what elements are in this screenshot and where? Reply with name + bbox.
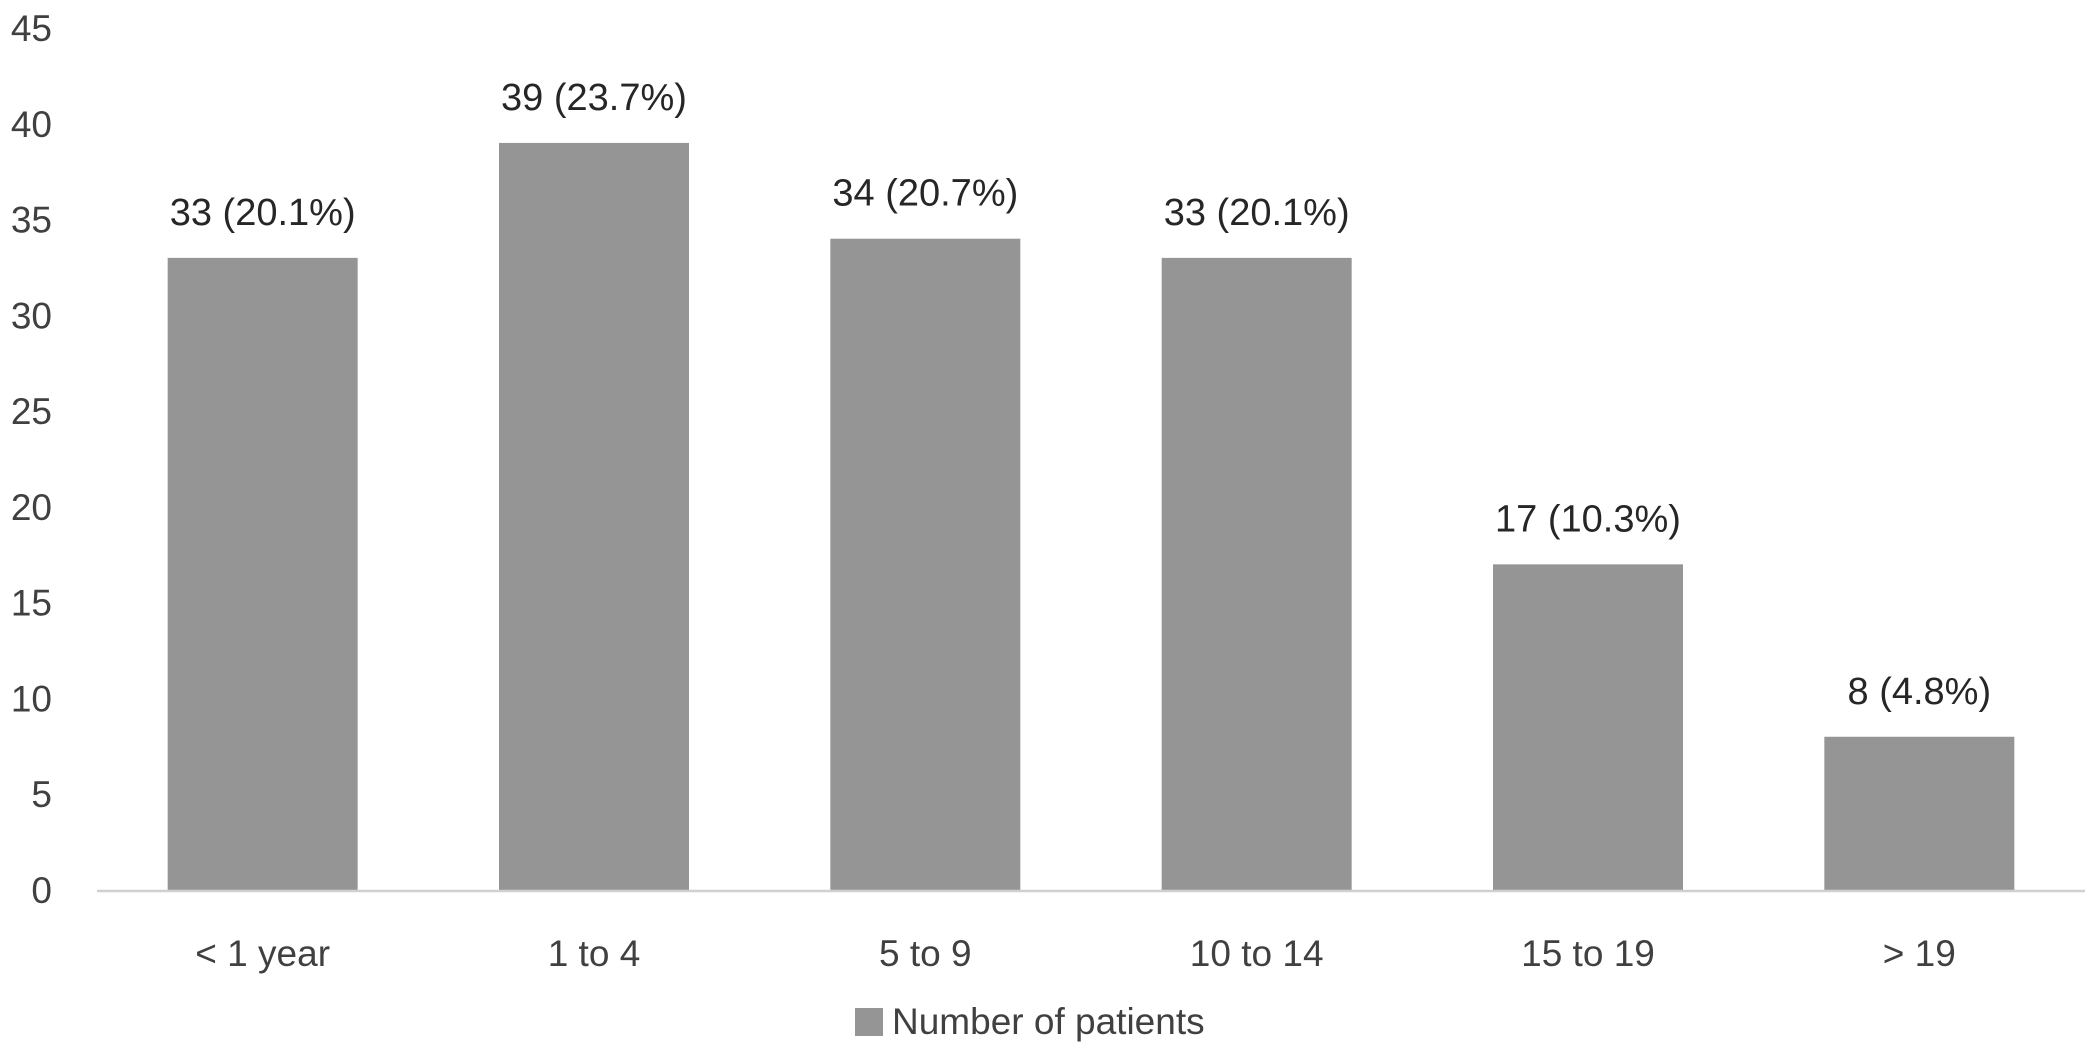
legend-swatch: [855, 1008, 883, 1036]
bar: [1161, 257, 1352, 890]
y-tick-label: 25: [11, 391, 52, 432]
y-tick-label: 15: [11, 583, 52, 624]
bars-group: [167, 142, 2015, 890]
data-label: 33 (20.1%): [1164, 192, 1350, 234]
y-tick-label: 10: [11, 678, 52, 719]
bar: [499, 142, 689, 890]
data-label: 8 (4.8%): [1848, 671, 1992, 713]
y-tick-label: 35: [11, 200, 52, 241]
x-tick-label: 15 to 19: [1521, 933, 1655, 974]
data-label: 33 (20.1%): [170, 192, 356, 234]
x-tick-label: 1 to 4: [548, 933, 641, 974]
data-label: 34 (20.7%): [832, 173, 1018, 215]
bar: [167, 257, 358, 890]
y-tick-label: 20: [11, 487, 52, 528]
x-tick-label: > 19: [1883, 933, 1956, 974]
data-label: 17 (10.3%): [1495, 498, 1681, 540]
x-axis-ticks: < 1 year 1 to 4 5 to 9 10 to 14 15 to 19 > 19: [195, 933, 1956, 974]
y-axis-ticks: 0 5 10 15 20 25 30 35 40 45: [11, 8, 52, 911]
x-tick-label: 5 to 9: [879, 933, 972, 974]
x-tick-label: 10 to 14: [1190, 933, 1324, 974]
y-tick-label: 40: [11, 104, 52, 145]
y-tick-label: 0: [31, 870, 52, 911]
legend-label: Number of patients: [892, 1001, 1205, 1042]
data-label: 39 (23.7%): [501, 77, 687, 119]
x-tick-label: < 1 year: [195, 933, 330, 974]
bar: [830, 238, 1021, 890]
y-tick-label: 45: [11, 8, 52, 49]
bar: [1824, 736, 2015, 890]
y-tick-label: 30: [11, 295, 52, 336]
y-tick-label: 5: [31, 774, 52, 815]
legend: Number of patients: [855, 1001, 1205, 1042]
bar: [1493, 564, 1683, 890]
data-labels-group: 33 (20.1%) 39 (23.7%) 34 (20.7%) 33 (20.1%)…: [170, 77, 1991, 713]
